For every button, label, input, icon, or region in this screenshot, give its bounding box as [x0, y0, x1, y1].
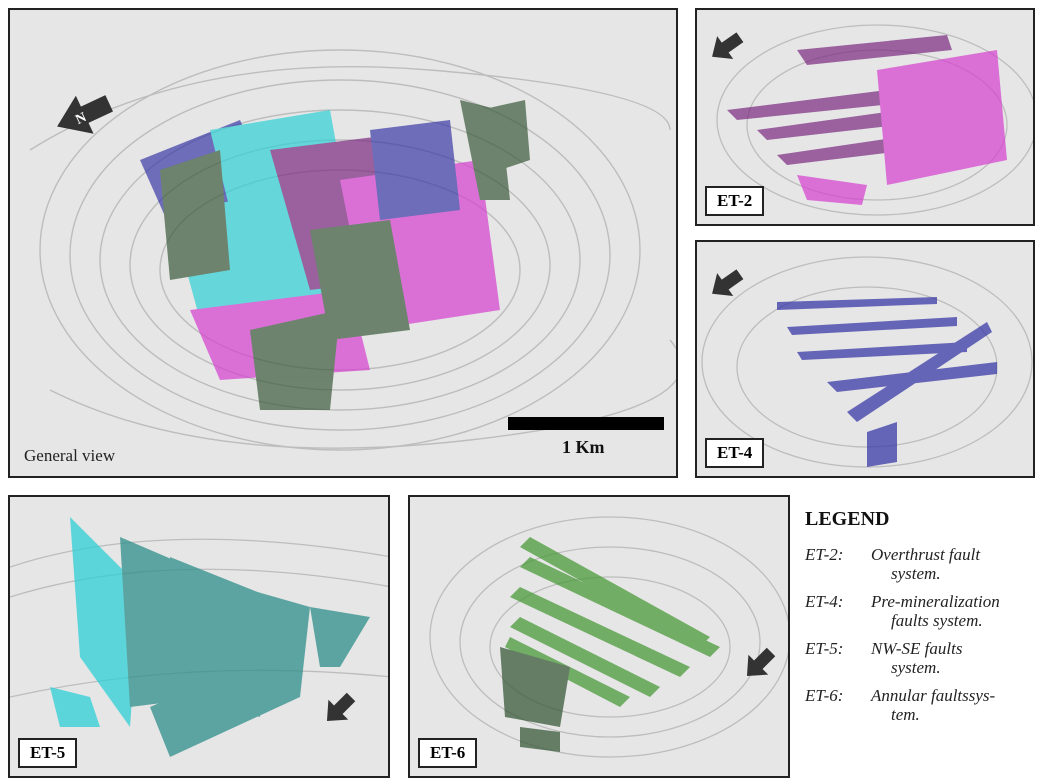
general-view-caption: General view: [24, 446, 116, 465]
et2-panel: ET-2: [695, 8, 1035, 226]
et5-fault-planes: [50, 517, 370, 757]
et6-tag: ET-6: [418, 738, 478, 768]
et5-map: [10, 497, 388, 776]
north-arrow-icon: [712, 269, 744, 297]
legend-item-et2: ET-2: Overthrust fault system.: [805, 545, 981, 583]
legend-item-et6: ET-6: Annular faultssys-tem.: [805, 686, 996, 724]
general-view-map: [10, 10, 676, 476]
legend-title: LEGEND: [805, 508, 890, 530]
north-arrow-icon: [746, 647, 776, 677]
general-view-panel: N General view: [8, 8, 678, 478]
et2-tag: ET-2: [705, 186, 765, 216]
et2-map: [697, 10, 1033, 224]
et4-fault-planes: [777, 297, 997, 467]
et6-fault-planes: [500, 537, 720, 752]
et6-panel: ET-6: [408, 495, 790, 778]
fault-planes: [140, 100, 530, 410]
scale-label: 1 Km: [562, 437, 605, 457]
et2-fault-planes: [727, 35, 1007, 205]
et4-tag: ET-4: [705, 438, 765, 468]
et4-map: [697, 242, 1033, 476]
et5-panel: ET-5: [8, 495, 390, 778]
legend: LEGEND ET-2: Overthrust fault system. ET-…: [805, 508, 1035, 733]
legend-item-et4: ET-4: Pre-mineralization faults system.: [805, 592, 1000, 630]
north-arrow-icon: N: [57, 95, 113, 134]
north-arrow-icon: [712, 32, 744, 60]
north-arrow-icon: [326, 692, 356, 722]
scale-bar: [508, 417, 664, 430]
et4-panel: ET-4: [695, 240, 1035, 478]
et6-map: [410, 497, 788, 776]
legend-item-et5: ET-5: NW-SE faults system.: [805, 639, 963, 677]
et5-tag: ET-5: [18, 738, 78, 768]
